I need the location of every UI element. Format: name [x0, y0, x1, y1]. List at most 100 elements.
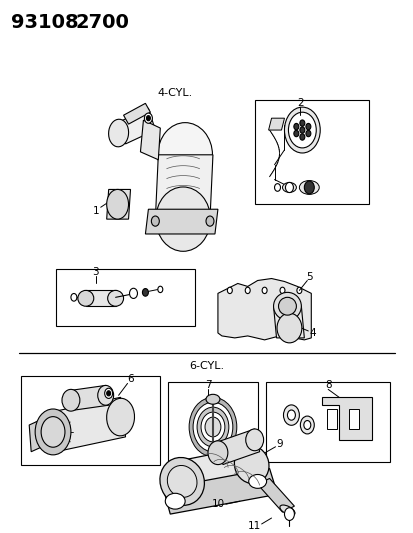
- Polygon shape: [217, 279, 311, 340]
- Ellipse shape: [165, 493, 185, 509]
- Text: 3: 3: [92, 266, 99, 277]
- Polygon shape: [140, 120, 160, 160]
- Circle shape: [261, 287, 266, 294]
- Ellipse shape: [299, 181, 318, 195]
- Ellipse shape: [282, 182, 296, 192]
- Ellipse shape: [204, 417, 221, 437]
- Text: 2: 2: [297, 98, 303, 108]
- Bar: [168, 383, 257, 462]
- Bar: [254, 100, 368, 204]
- Circle shape: [293, 131, 298, 136]
- Circle shape: [283, 405, 299, 425]
- Bar: [265, 383, 389, 462]
- Circle shape: [107, 391, 110, 396]
- Circle shape: [305, 131, 310, 136]
- Text: 10: 10: [211, 499, 224, 509]
- Circle shape: [285, 182, 293, 192]
- Circle shape: [244, 287, 249, 294]
- Polygon shape: [29, 415, 53, 452]
- Ellipse shape: [38, 411, 68, 453]
- Circle shape: [299, 134, 304, 140]
- Circle shape: [206, 216, 214, 226]
- Circle shape: [287, 410, 295, 420]
- Ellipse shape: [248, 474, 266, 488]
- Circle shape: [151, 216, 159, 226]
- Polygon shape: [85, 290, 115, 306]
- Polygon shape: [268, 118, 284, 130]
- Ellipse shape: [189, 397, 236, 457]
- Circle shape: [157, 286, 162, 293]
- Bar: [326, 409, 336, 429]
- Circle shape: [279, 287, 284, 294]
- Ellipse shape: [157, 123, 212, 187]
- Ellipse shape: [167, 465, 197, 497]
- Polygon shape: [123, 103, 150, 124]
- Text: 8: 8: [324, 381, 331, 390]
- Text: 6: 6: [127, 375, 133, 384]
- Polygon shape: [163, 469, 277, 514]
- Ellipse shape: [155, 187, 210, 251]
- Ellipse shape: [107, 189, 128, 219]
- Ellipse shape: [107, 290, 123, 306]
- Circle shape: [142, 288, 148, 296]
- Ellipse shape: [279, 505, 294, 515]
- Polygon shape: [145, 209, 217, 234]
- Circle shape: [288, 112, 316, 148]
- Ellipse shape: [206, 394, 219, 404]
- Polygon shape: [107, 189, 130, 219]
- Text: 93108: 93108: [11, 13, 79, 33]
- Ellipse shape: [192, 402, 232, 452]
- Ellipse shape: [234, 446, 268, 483]
- Ellipse shape: [245, 429, 263, 451]
- Circle shape: [41, 417, 65, 447]
- Text: 5: 5: [305, 271, 312, 281]
- Text: 1: 1: [92, 206, 99, 216]
- Text: 11: 11: [247, 521, 261, 531]
- Circle shape: [296, 287, 301, 294]
- Ellipse shape: [207, 441, 227, 465]
- Circle shape: [303, 421, 310, 430]
- Polygon shape: [71, 385, 108, 410]
- Ellipse shape: [159, 457, 204, 505]
- Ellipse shape: [78, 290, 93, 306]
- Bar: [56, 269, 195, 326]
- Circle shape: [305, 124, 310, 130]
- Circle shape: [144, 113, 152, 123]
- Text: 4-CYL.: 4-CYL.: [157, 88, 192, 99]
- Ellipse shape: [108, 119, 128, 147]
- Polygon shape: [175, 447, 259, 501]
- Circle shape: [81, 291, 90, 304]
- Circle shape: [300, 416, 313, 434]
- Circle shape: [293, 124, 298, 130]
- Circle shape: [284, 107, 320, 153]
- Polygon shape: [217, 429, 259, 465]
- Polygon shape: [51, 397, 125, 452]
- Polygon shape: [321, 397, 371, 440]
- Ellipse shape: [276, 313, 301, 343]
- Circle shape: [284, 508, 294, 520]
- Ellipse shape: [273, 293, 301, 320]
- Bar: [21, 376, 160, 465]
- Ellipse shape: [278, 297, 296, 315]
- Bar: [348, 409, 358, 429]
- Circle shape: [129, 288, 137, 298]
- Circle shape: [146, 116, 150, 121]
- Circle shape: [71, 294, 77, 301]
- Ellipse shape: [107, 398, 134, 436]
- Circle shape: [304, 181, 313, 194]
- Circle shape: [104, 388, 112, 399]
- Ellipse shape: [97, 385, 113, 405]
- Polygon shape: [257, 479, 294, 512]
- Text: 4: 4: [308, 328, 315, 338]
- Polygon shape: [118, 108, 155, 144]
- Text: 6-CYL.: 6-CYL.: [189, 361, 224, 370]
- Circle shape: [274, 184, 280, 191]
- Text: 2700: 2700: [76, 13, 129, 33]
- Ellipse shape: [201, 412, 224, 442]
- Circle shape: [299, 120, 304, 126]
- Ellipse shape: [62, 390, 80, 411]
- Polygon shape: [273, 306, 304, 338]
- Circle shape: [35, 409, 71, 455]
- Text: 7: 7: [204, 381, 211, 390]
- Circle shape: [227, 287, 232, 294]
